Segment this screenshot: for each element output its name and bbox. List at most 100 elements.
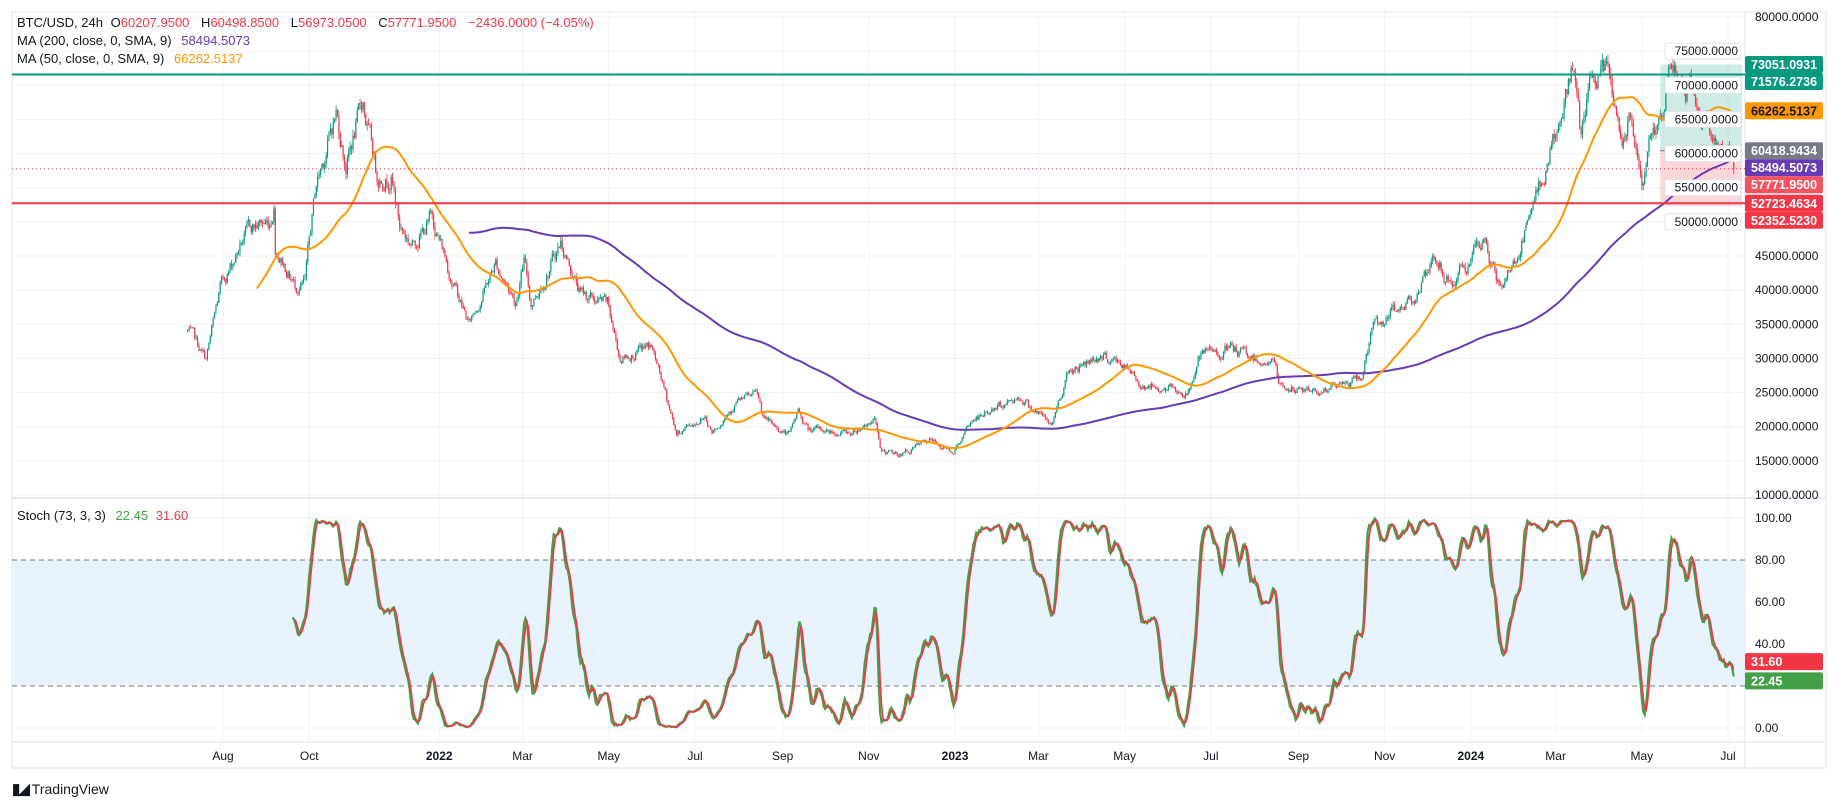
candle-body <box>349 146 351 152</box>
candle <box>811 429 813 433</box>
candle-body <box>201 349 203 351</box>
candle <box>626 354 628 359</box>
candle <box>961 437 963 443</box>
candle-body <box>1265 363 1267 365</box>
candle-body <box>732 410 734 412</box>
candle-body <box>1095 358 1097 362</box>
candle <box>1300 387 1302 391</box>
candle <box>1629 111 1632 121</box>
candle <box>1550 140 1553 151</box>
candle <box>298 286 300 296</box>
candle <box>461 296 463 310</box>
candle-body <box>1447 276 1449 280</box>
candle-body <box>1118 360 1120 362</box>
candle-body <box>1297 387 1300 390</box>
candle-body <box>1523 230 1526 243</box>
candle <box>1003 404 1006 409</box>
candle-body <box>318 174 320 177</box>
candle <box>575 273 577 287</box>
price-axis-tick-bg <box>1664 42 1742 60</box>
candle-body <box>1665 93 1667 111</box>
candle <box>1553 129 1555 144</box>
candle <box>366 120 368 131</box>
candle-body <box>379 180 381 188</box>
candle <box>1091 357 1093 364</box>
candle-body <box>1443 275 1445 283</box>
symbol-label[interactable]: BTC/USD, 24h <box>17 15 103 30</box>
candle-body <box>605 295 607 301</box>
candle-body <box>1519 254 1521 259</box>
candle-body <box>741 397 743 400</box>
candle-body <box>1218 356 1220 359</box>
price-axis-label-text: 57771.9500 <box>1751 178 1817 192</box>
candle-body <box>584 292 586 294</box>
candle-body <box>565 255 568 260</box>
candle-body <box>733 405 736 411</box>
candle <box>1153 384 1155 388</box>
candle <box>756 388 758 395</box>
candle-body <box>1522 241 1524 243</box>
candle-body <box>885 451 887 454</box>
candle-body <box>215 305 217 313</box>
candle <box>1430 257 1432 269</box>
candle-body <box>557 246 559 254</box>
candle <box>1396 309 1398 313</box>
candle <box>1119 359 1121 366</box>
candle-body <box>1215 349 1218 353</box>
candle-body <box>1564 89 1567 102</box>
candle-body <box>362 102 364 110</box>
candle-body <box>1382 321 1384 326</box>
stoch-legend[interactable]: Stoch (73, 3, 3) 22.45 31.60 <box>17 507 192 524</box>
candle-body <box>259 219 261 223</box>
ma50-legend-row[interactable]: MA (50, close, 0, SMA, 9) 66262.5137 <box>17 50 598 68</box>
candle <box>199 349 201 352</box>
candle-body <box>1631 115 1633 124</box>
candle <box>739 397 741 401</box>
candle <box>273 204 275 225</box>
tradingview-logo[interactable]: ▮◢ TradingView <box>12 780 109 798</box>
candle <box>1013 398 1015 404</box>
candle-body <box>1230 342 1232 347</box>
candle-body <box>606 297 608 301</box>
candle <box>1402 307 1404 311</box>
ma200-legend-row[interactable]: MA (200, close, 0, SMA, 9) 58494.5073 <box>17 32 598 50</box>
candle <box>1481 239 1483 251</box>
candle <box>1653 123 1656 136</box>
candle-body <box>1176 390 1178 393</box>
candle-body <box>468 319 470 320</box>
candle-body <box>589 292 592 297</box>
candle-body <box>212 318 214 327</box>
candle-body <box>1050 423 1052 425</box>
candle-body <box>230 263 233 268</box>
candle-body <box>813 428 815 431</box>
candle-body <box>391 176 394 183</box>
candle <box>346 154 348 179</box>
candle <box>1310 390 1312 392</box>
candle-body <box>1128 368 1130 370</box>
candle-body <box>1169 383 1171 387</box>
candle <box>1207 347 1209 352</box>
price-axis-tick: 70000.0000 <box>1675 78 1739 92</box>
candle-body <box>1437 265 1439 268</box>
candle-body <box>711 429 713 433</box>
price-axis-label: 60418.9434 <box>1745 142 1823 160</box>
candle-body <box>202 350 204 352</box>
candle-body <box>1012 400 1014 404</box>
candle <box>1050 421 1052 426</box>
candle-body <box>482 291 484 302</box>
candle-body <box>1423 271 1425 277</box>
candle <box>297 291 299 297</box>
candle-body <box>1314 388 1317 391</box>
candle-body <box>904 449 907 453</box>
candle-body <box>602 296 604 301</box>
candle <box>363 101 365 118</box>
candle <box>204 349 206 359</box>
candle-body <box>690 425 692 427</box>
candle-body <box>441 239 443 250</box>
candle <box>1181 392 1184 398</box>
candle-body <box>906 449 908 452</box>
candle <box>845 428 847 434</box>
candle-body <box>510 292 512 294</box>
candle <box>992 407 994 412</box>
